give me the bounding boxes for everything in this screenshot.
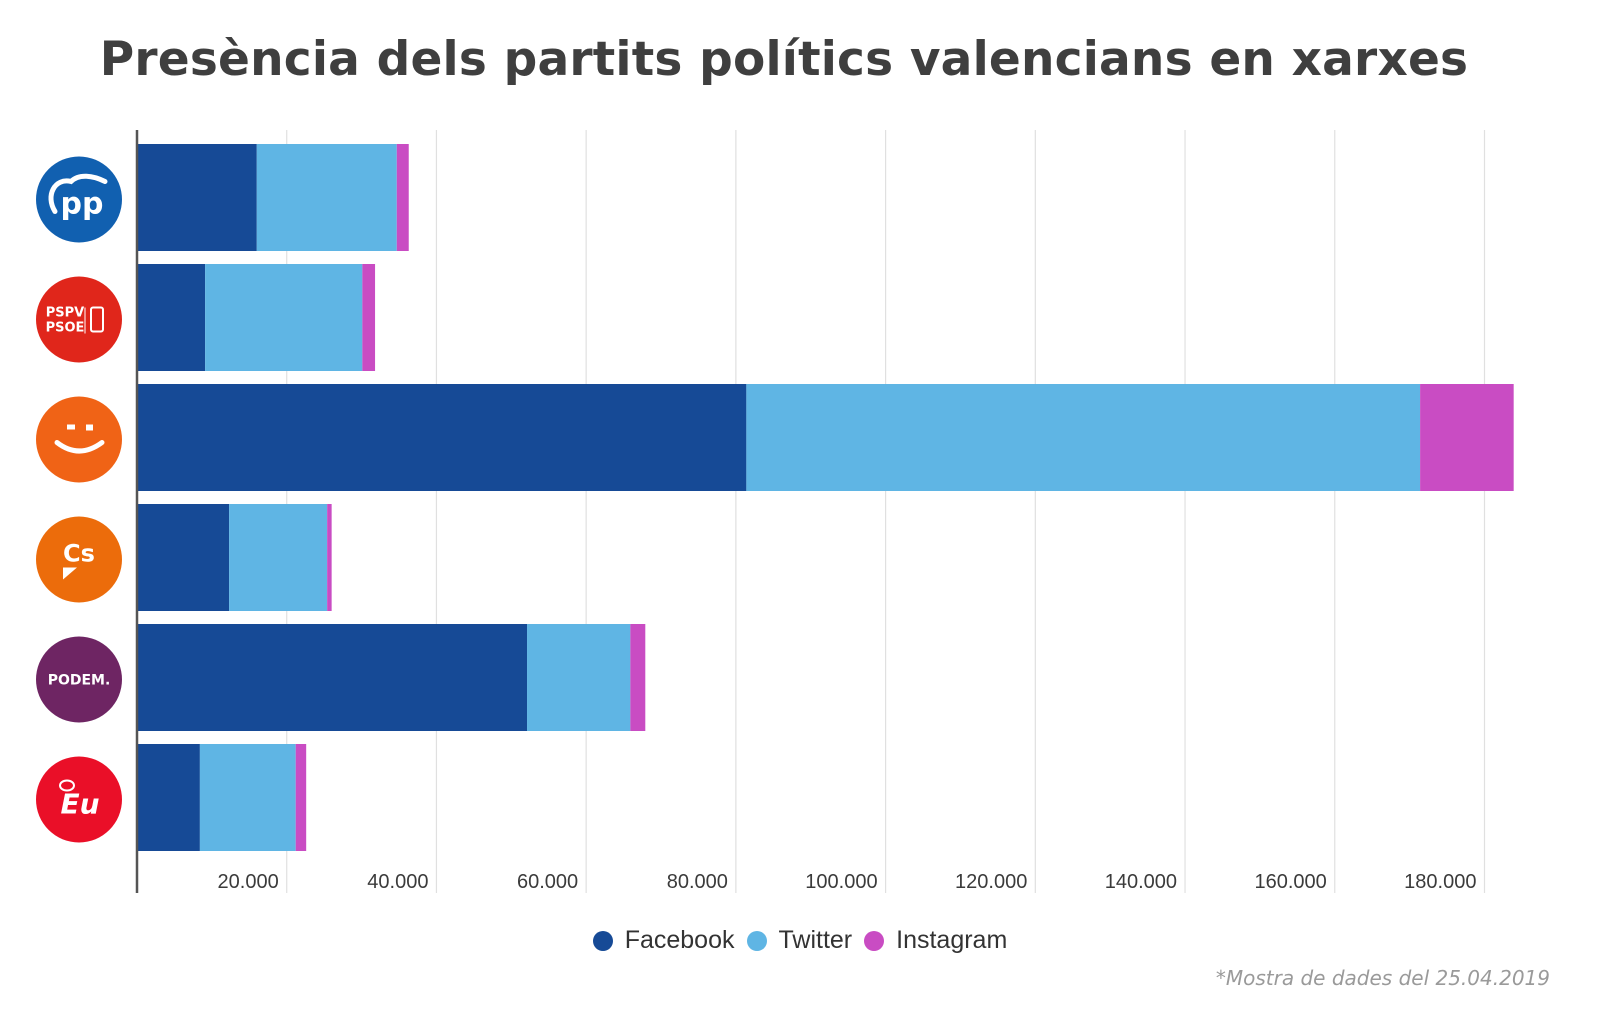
- x-tick-labels: 20.000 40.000 60.000 80.000 100.000 120.000 14…: [218, 871, 1477, 893]
- eu-logo: Eu: [36, 756, 122, 843]
- bar-twitter[interactable]: [199, 744, 296, 851]
- x-tick-label: 60.000: [517, 871, 578, 893]
- legend-item-twitter[interactable]: Twitter: [746, 926, 853, 955]
- legend-label-twitter: Twitter: [778, 926, 853, 954]
- logo-label: pp: [61, 187, 104, 222]
- bar-group-pspv-psoe: [137, 264, 376, 371]
- smile-icon: [54, 440, 105, 454]
- emblem-icon: [59, 779, 75, 792]
- bar-facebook[interactable]: [137, 384, 747, 491]
- bar-instagram[interactable]: [1420, 384, 1514, 491]
- compromis-logo: [36, 396, 122, 483]
- logo-label: PODEM.: [48, 673, 111, 689]
- legend-label-facebook: Facebook: [624, 926, 735, 954]
- logo-circle: [36, 756, 122, 843]
- x-tick-label: 40.000: [367, 871, 428, 893]
- bar-twitter[interactable]: [205, 264, 363, 371]
- x-tick-label: 120.000: [955, 871, 1027, 893]
- legend-item-facebook[interactable]: Facebook: [592, 926, 735, 955]
- x-tick-label: 160.000: [1254, 871, 1326, 893]
- logo-circle: [36, 276, 122, 363]
- rose-fist-icon: [90, 306, 104, 333]
- cs-logo: Cs: [36, 516, 122, 603]
- eye-icon: [67, 424, 75, 430]
- bar-facebook[interactable]: [137, 744, 200, 851]
- logo-circle: [36, 516, 122, 603]
- podem-logo: PODEM.: [36, 636, 122, 723]
- x-tick-label: 100.000: [805, 871, 877, 893]
- arrow-icon: [63, 567, 77, 580]
- legend: Facebook Twitter Instagram: [0, 926, 1600, 955]
- bar-twitter[interactable]: [229, 504, 328, 611]
- bar-facebook[interactable]: [137, 264, 206, 371]
- bar-twitter[interactable]: [256, 144, 397, 251]
- bar-twitter[interactable]: [746, 384, 1421, 491]
- logo-circle: [36, 636, 122, 723]
- bars: [137, 144, 1514, 851]
- pp-gull-icon: [48, 173, 108, 214]
- twitter-dot-icon: [746, 930, 767, 951]
- x-tick-label: 180.000: [1404, 871, 1476, 893]
- legend-item-instagram[interactable]: Instagram: [864, 926, 1007, 955]
- eye-icon: [86, 424, 93, 431]
- bar-group-comprom-s: [137, 384, 1514, 491]
- bar-instagram[interactable]: [362, 264, 376, 371]
- logo-label: PSPV: [46, 306, 84, 321]
- logo-label: Eu: [60, 788, 99, 821]
- bar-instagram[interactable]: [295, 744, 307, 851]
- pp-logo: pp: [36, 156, 122, 243]
- bar-facebook[interactable]: [137, 624, 528, 731]
- footnote: *Mostra de dades del 25.04.2019: [1215, 966, 1550, 990]
- bar-instagram[interactable]: [630, 624, 646, 731]
- bar-twitter[interactable]: [527, 624, 631, 731]
- bar-instagram[interactable]: [396, 144, 409, 251]
- logo-circle: [36, 396, 122, 483]
- bar-group-podem: [137, 624, 646, 731]
- bar-instagram[interactable]: [327, 504, 332, 611]
- bar-group-esquerra-unida: [137, 744, 307, 851]
- x-tick-label: 20.000: [218, 871, 279, 893]
- x-tick-label: 80.000: [667, 871, 728, 893]
- bar-group-pp: [137, 144, 409, 251]
- chart-title: Presència dels partits polítics valencia…: [99, 32, 1469, 87]
- facebook-dot-icon: [592, 930, 613, 951]
- logo-label: Cs: [63, 540, 95, 568]
- legend-label-instagram: Instagram: [896, 926, 1008, 954]
- gridlines: [286, 130, 1486, 893]
- bar-group-ciudadanos: [137, 504, 332, 611]
- x-tick-label: 140.000: [1105, 871, 1177, 893]
- logo-label: PSOE: [46, 321, 85, 336]
- bar-facebook[interactable]: [137, 504, 230, 611]
- instagram-dot-icon: [864, 930, 885, 951]
- bar-facebook[interactable]: [137, 144, 257, 251]
